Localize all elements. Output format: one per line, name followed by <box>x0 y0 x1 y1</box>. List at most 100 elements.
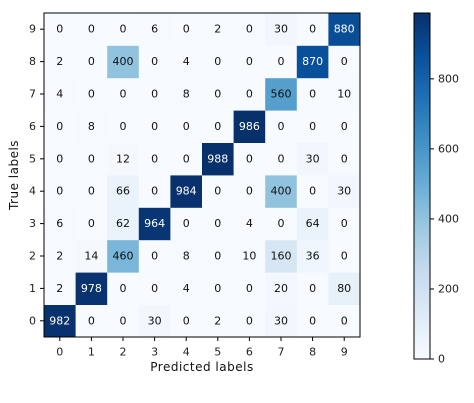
heatmap-cell <box>107 110 140 143</box>
heatmap-cell <box>75 45 108 79</box>
cell-value-label: 0 <box>183 152 190 165</box>
heatmap-cells: 982 0 0 30 0 2 0 30 0 02 978 0 0 4 0 0 20 0 802 14 460 0 8 0 10 1… <box>44 13 361 338</box>
heatmap-cell <box>75 207 108 241</box>
heatmap-cell <box>233 13 266 46</box>
cell-value-label: 0 <box>214 185 221 198</box>
x-tick-label: 2 <box>120 346 127 359</box>
heatmap-cell <box>44 45 76 79</box>
cell-value-label: 30 <box>274 23 288 36</box>
x-tick-label: 8 <box>309 346 316 359</box>
heatmap-cell <box>44 142 76 176</box>
cell-value-label: 0 <box>214 282 221 295</box>
cell-value-label: 400 <box>271 185 292 198</box>
cell-value-label: 8 <box>183 88 190 101</box>
cell-value-label: 0 <box>183 217 190 230</box>
cell-value-label: 0 <box>151 250 158 263</box>
heatmap-cell <box>170 272 203 305</box>
heatmap-cell <box>75 110 108 143</box>
heatmap-cell <box>170 239 203 273</box>
heatmap-cell <box>202 13 234 46</box>
cell-value-label: 0 <box>214 217 221 230</box>
y-tick-label: 3 <box>29 217 36 230</box>
heatmap-cell <box>107 207 140 241</box>
heatmap-cell <box>170 207 203 241</box>
heatmap-cell <box>44 239 76 273</box>
heatmap-cell <box>75 304 108 338</box>
heatmap-cell <box>202 272 234 305</box>
heatmap-cell <box>202 77 234 111</box>
heatmap-cell <box>233 272 266 305</box>
cell-value-label: 0 <box>151 120 158 133</box>
cell-value-label: 4 <box>183 282 190 295</box>
cell-value-label: 0 <box>88 23 95 36</box>
heatmap-cell <box>170 13 203 46</box>
cell-value-label: 14 <box>84 250 98 263</box>
cell-value-label: 4 <box>246 217 253 230</box>
cell-value-label: 978 <box>81 282 102 295</box>
cell-value-label: 0 <box>88 88 95 101</box>
heatmap-cell <box>170 142 203 176</box>
heatmap-cell <box>138 239 171 273</box>
cell-value-label: 0 <box>214 250 221 263</box>
cell-value-label: 870 <box>302 55 323 68</box>
cell-value-label: 0 <box>246 88 253 101</box>
cell-value-label: 0 <box>56 120 63 133</box>
cell-value-label: 0 <box>56 185 63 198</box>
heatmap-cell <box>170 110 203 143</box>
heatmap-cell <box>75 175 108 208</box>
heatmap-cell <box>233 142 266 176</box>
cell-value-label: 0 <box>341 120 348 133</box>
heatmap-cell <box>202 304 234 338</box>
cell-value-label: 0 <box>309 185 316 198</box>
heatmap-cell <box>44 207 76 241</box>
cell-value-label: 4 <box>183 55 190 68</box>
cell-value-label: 0 <box>88 314 95 327</box>
y-tick-label: 1 <box>29 282 36 295</box>
heatmap-cell <box>75 142 108 176</box>
cell-value-label: 400 <box>113 55 134 68</box>
cell-value-label: 460 <box>113 250 134 263</box>
heatmap-cell <box>138 77 171 111</box>
x-tick-label: 0 <box>56 346 63 359</box>
cell-value-label: 12 <box>116 152 130 165</box>
x-tick-label: 3 <box>151 346 158 359</box>
heatmap-cell <box>328 45 361 79</box>
colorbar-tick-label: 800 <box>438 72 459 85</box>
y-axis-label: True labels <box>7 140 21 211</box>
cell-value-label: 0 <box>88 152 95 165</box>
heatmap-cell <box>265 239 298 273</box>
cell-value-label: 30 <box>274 314 288 327</box>
cell-value-label: 0 <box>183 23 190 36</box>
cell-value-label: 6 <box>56 217 63 230</box>
heatmap-cell <box>296 142 329 176</box>
y-tick-label: 2 <box>29 250 36 263</box>
y-tick-label: 4 <box>29 185 36 198</box>
cell-value-label: 160 <box>271 250 292 263</box>
cell-value-label: 0 <box>214 88 221 101</box>
cell-value-label: 30 <box>306 152 320 165</box>
heatmap-cell <box>328 239 361 273</box>
cell-value-label: 0 <box>214 120 221 133</box>
heatmap-cell <box>328 304 361 338</box>
heatmap-cell <box>170 175 203 208</box>
heatmap-cell <box>170 77 203 111</box>
y-axis-ticks: 0 1 2 3 4 5 6 7 8 9 <box>29 23 44 327</box>
cell-value-label: 0 <box>88 217 95 230</box>
cell-value-label: 2 <box>56 55 63 68</box>
heatmap-cell <box>107 239 140 273</box>
cell-value-label: 880 <box>334 23 355 36</box>
cell-value-label: 0 <box>309 120 316 133</box>
x-axis-label: Predicted labels <box>150 360 253 374</box>
cell-value-label: 0 <box>151 282 158 295</box>
heatmap-cell <box>328 142 361 176</box>
cell-value-label: 0 <box>309 88 316 101</box>
cell-value-label: 0 <box>341 152 348 165</box>
heatmap-cell <box>265 142 298 176</box>
colorbar-ticks: 0 200 400 600 800 <box>430 72 459 366</box>
cell-value-label: 0 <box>246 314 253 327</box>
heatmap-cell <box>233 304 266 338</box>
cell-value-label: 0 <box>246 185 253 198</box>
heatmap-cell <box>107 77 140 111</box>
cell-value-label: 66 <box>116 185 130 198</box>
heatmap-cell <box>138 110 171 143</box>
